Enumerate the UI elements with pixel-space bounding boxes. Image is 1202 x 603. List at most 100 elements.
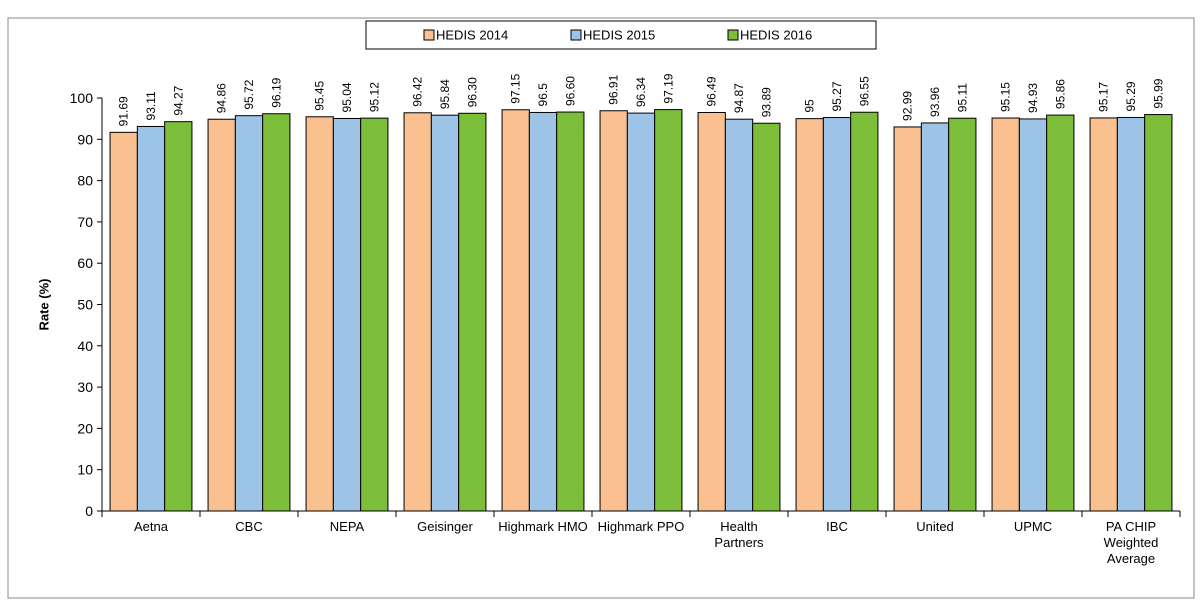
data-label: 96.19 [269,77,283,107]
data-label: 95.72 [242,79,256,109]
bar [893,126,922,512]
data-label: 93.11 [144,91,158,120]
data-label: 91.69 [117,96,131,126]
bar [626,112,656,512]
bar [360,117,389,512]
data-label: 94.27 [171,85,185,115]
bar [109,131,138,512]
legend-label: HEDIS 2015 [583,28,655,43]
bar [1116,116,1146,512]
data-label: 96.55 [857,76,871,106]
x-tick-label-line: NEPA [330,519,365,534]
x-tick-label-line: CBC [235,519,262,534]
bar [724,118,754,512]
bar [430,114,460,512]
bar [556,111,585,512]
y-tick-label: 80 [77,173,93,189]
x-tick-label: IBC [826,519,848,534]
x-tick-label: United [916,519,954,534]
x-tick-label-line: Average [1107,551,1155,566]
data-label: 96.60 [563,76,577,106]
x-tick-label: UPMC [1014,519,1052,534]
data-label: 95.12 [367,82,381,112]
data-label: 92.99 [901,91,915,121]
x-tick-label: Aetna [134,519,169,534]
y-tick-label: 90 [77,131,93,147]
axes-group: 0 10 20 30 40 50 60 70 80 90 100 Aetna CBC NEPA Geisin… [70,90,1181,566]
legend-swatch [727,29,739,41]
bar [305,116,334,512]
x-tick-label-line: United [916,519,954,534]
bar [991,117,1020,512]
data-label: 95.84 [438,79,452,109]
data-label: 93.89 [759,87,773,117]
bar [458,112,487,512]
data-label: 94.93 [1026,83,1040,113]
bar [795,118,824,512]
bar [164,121,193,512]
bars-group [109,109,1173,512]
y-axis-label: Rate (%) [37,278,52,330]
data-label: 95.11 [955,83,969,112]
bar [234,115,264,512]
y-tick-label: 50 [77,297,93,313]
x-tick-label-line: Health [720,519,758,534]
data-labels-group: 91.69 93.11 94.27 94.86 95.72 96.19 95.45 95.04… [117,73,1166,126]
y-tick-label: 40 [77,338,93,354]
data-label: 95.15 [999,82,1013,112]
legend-box [365,20,877,50]
x-tick-label-line: Weighted [1104,535,1159,550]
x-tick-label-line: Geisinger [417,519,473,534]
bar [920,122,950,512]
bar [1089,117,1118,512]
data-label: 96.91 [607,74,621,104]
data-label: 94.87 [732,83,746,113]
data-label: 95.04 [340,82,354,112]
x-tick-label-line: Aetna [134,519,169,534]
x-tick-label: CBC [235,519,262,534]
y-tick-label: 0 [85,503,93,519]
legend-label: HEDIS 2014 [436,28,508,43]
legend-swatch [570,29,582,41]
x-tick-label: Geisinger [417,519,473,534]
x-tick-label-line: Highmark PPO [598,519,685,534]
legend-swatch [423,29,435,41]
data-label: 95.99 [1151,78,1165,108]
bar [207,118,236,512]
y-tick-label: 20 [77,420,93,436]
y-tick-label: 30 [77,379,93,395]
bar [332,117,362,512]
x-tick-label-line: Partners [714,535,764,550]
bar [403,112,432,512]
x-tick-label: Highmark PPO [598,519,685,534]
data-label: 95.86 [1053,79,1067,109]
x-tick-label: Highmark HMO [498,519,588,534]
y-tick-label: 100 [70,90,94,106]
bar [948,117,977,512]
data-label: 95.45 [313,80,327,110]
x-tick-label: NEPA [330,519,365,534]
y-tick-label: 10 [77,462,93,478]
bar [1144,114,1173,512]
legend-label: HEDIS 2016 [740,28,812,43]
data-label: 96.30 [465,77,479,107]
x-tick-label-line: PA CHIP [1106,519,1156,534]
x-tick-label-line: IBC [826,519,848,534]
data-label: 94.86 [215,83,229,113]
x-tick-label-line: Highmark HMO [498,519,588,534]
bar [850,111,879,512]
data-label: 97.19 [661,73,675,103]
bar [501,109,530,512]
data-label: 93.96 [928,87,942,117]
data-label: 96.5 [536,83,550,107]
bar [528,111,558,512]
data-label: 95.17 [1097,82,1111,112]
bar [1018,118,1048,512]
x-tick-label: Health Partners [714,519,764,550]
data-label: 96.49 [705,76,719,106]
bar [822,117,852,512]
data-label: 97.15 [509,73,523,103]
data-label: 96.34 [634,77,648,107]
bar [599,110,628,512]
